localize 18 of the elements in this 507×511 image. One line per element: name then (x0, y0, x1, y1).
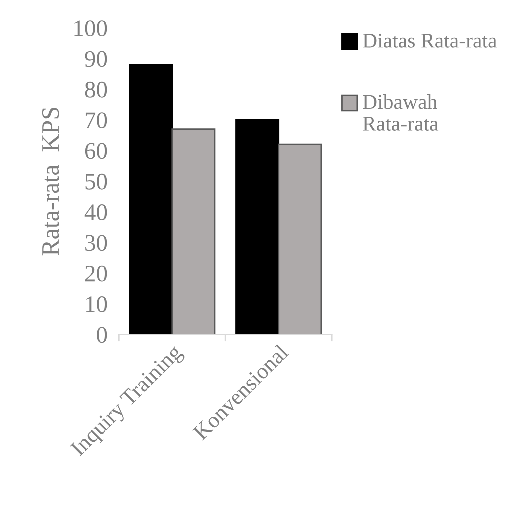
y-tick-label: 100 (74, 20, 108, 37)
legend-label: Dibawah Rata-rata (363, 94, 439, 131)
y-tick-label: 70 (86, 112, 108, 129)
y-tick-label: 0 (97, 327, 108, 344)
y-tick-label: 90 (85, 51, 108, 68)
y-tick-label: 20 (85, 266, 108, 282)
bar (278, 144, 322, 335)
y-axis-title: Rata-rata KPS (42, 108, 60, 256)
y-tick-label: 60 (85, 143, 108, 160)
y-tick-label: 10 (86, 296, 108, 312)
legend-label: Diatas Rata-rata (363, 34, 497, 48)
y-tick-label: 30 (86, 235, 108, 252)
y-tick-label: 40 (84, 204, 108, 220)
y-tick-label: 80 (85, 82, 108, 98)
bar (236, 119, 280, 335)
bar (129, 64, 174, 335)
y-tick-label: 50 (86, 174, 108, 190)
bar (172, 128, 216, 335)
